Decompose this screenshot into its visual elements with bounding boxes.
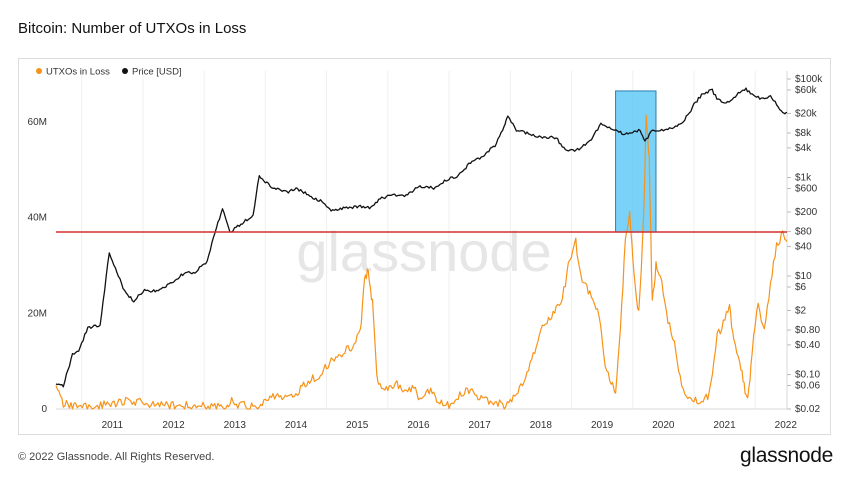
y-right-tick-label: $0.02 — [795, 404, 820, 415]
y-right-tick-label: $200 — [795, 207, 818, 218]
legend-label: Price [USD] — [132, 67, 182, 78]
legend-marker — [36, 68, 42, 74]
x-tick-label: 2022 — [775, 420, 798, 431]
x-tick-label: 2014 — [285, 420, 308, 431]
y-right-tick-label: $10 — [795, 271, 812, 282]
y-left-tick-label: 0 — [41, 404, 47, 415]
footer-logo: glassnode — [740, 444, 834, 467]
series-price — [55, 87, 788, 388]
x-tick-label: 2018 — [530, 420, 553, 431]
utxo-line — [55, 114, 788, 410]
chart-svg: glassnode 2011 2012 2013 2014 2015 2016 2017 20… — [28, 67, 824, 432]
y-right-ticks: $100k$60k$20k$8k$4k$1k$600$200$80$40$10$… — [787, 74, 823, 415]
x-tick-label: 2016 — [407, 420, 430, 431]
x-tick-label: 2011 — [102, 420, 124, 431]
y-right-tick-label: $4k — [795, 143, 812, 154]
series-utxos-in-loss — [55, 114, 788, 410]
footer-copyright: © 2022 Glassnode. All Rights Reserved. — [18, 451, 215, 463]
y-right-tick-label: $2 — [795, 305, 807, 316]
chart-panel: glassnode 2011 2012 2013 2014 2015 2016 2017 20… — [18, 58, 831, 435]
chart-title: Bitcoin: Number of UTXOs in Loss — [18, 20, 247, 37]
y-right-tick-label: $600 — [795, 183, 818, 194]
x-tick-label: 2019 — [591, 420, 614, 431]
y-right-tick-label: $6 — [795, 282, 807, 293]
y-right-tick-label: $1k — [795, 173, 812, 184]
y-right-tick-label: $100k — [795, 74, 823, 85]
y-right-tick-label: $0.80 — [795, 325, 820, 336]
y-right-tick-label: $60k — [795, 85, 818, 96]
price-line — [55, 87, 788, 388]
watermark: glassnode — [296, 220, 551, 283]
grid — [56, 71, 788, 410]
y-right-tick-label: $20k — [795, 108, 818, 119]
x-tick-label: 2020 — [652, 420, 675, 431]
x-tick-label: 2017 — [469, 420, 492, 431]
x-tick-label: 2012 — [162, 420, 185, 431]
x-tick-label: 2021 — [713, 420, 736, 431]
y-right-tick-label: $0.06 — [795, 380, 820, 391]
y-right-tick-label: $0.10 — [795, 370, 820, 381]
y-right-tick-label: $80 — [795, 227, 812, 238]
y-right-tick-label: $40 — [795, 241, 812, 252]
y-right-tick-label: $8k — [795, 128, 812, 139]
x-tick-label: 2013 — [224, 420, 247, 431]
y-left-tick-label: 40M — [28, 213, 47, 224]
legend-marker — [122, 68, 128, 74]
y-right-tick-label: $0.40 — [795, 340, 820, 351]
legend: UTXOs in Loss Price [USD] — [36, 67, 182, 78]
x-axis-ticks: 2011 2012 2013 2014 2015 2016 2017 2018 2019 2020… — [102, 420, 798, 431]
y-left-ticks: 0 20M 40M 60M — [28, 117, 48, 415]
y-left-tick-label: 20M — [28, 308, 47, 319]
y-left-tick-label: 60M — [28, 117, 47, 128]
legend-label: UTXOs in Loss — [46, 67, 110, 78]
x-tick-label: 2015 — [346, 420, 369, 431]
